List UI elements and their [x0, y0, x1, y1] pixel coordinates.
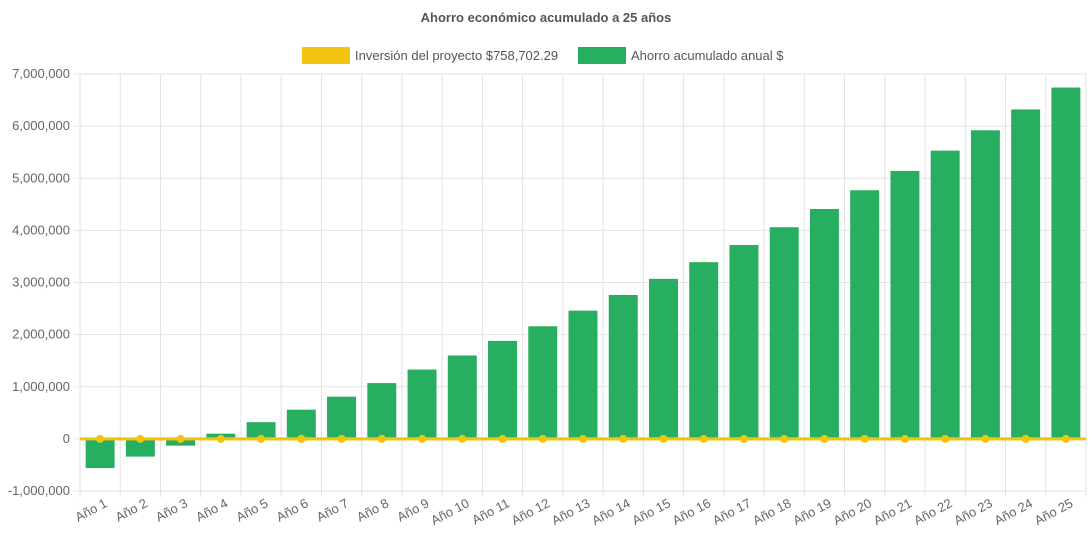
x-tick-label: Año 16 [670, 495, 713, 528]
x-axis: Año 1 Año 2 Año 3 Año 4 Año 5 Año 6 Año 7 Año 8… [72, 491, 1087, 528]
line-point-inversion[interactable] [216, 434, 225, 443]
line-point-inversion[interactable] [941, 434, 950, 443]
bar-ahorro[interactable] [769, 227, 799, 439]
bar-ahorro[interactable] [648, 278, 678, 439]
legend-label-inversion: Inversión del proyecto $758,702.29 [355, 48, 558, 63]
x-tick-label: Año 24 [992, 495, 1035, 528]
bar-ahorro[interactable] [930, 150, 960, 439]
line-point-inversion[interactable] [780, 434, 789, 443]
y-tick-label: -1,000,000 [8, 483, 70, 498]
line-point-inversion[interactable] [699, 434, 708, 443]
x-tick-label: Año 2 [113, 495, 150, 524]
line-point-inversion[interactable] [860, 434, 869, 443]
bar-ahorro[interactable] [970, 130, 1000, 439]
legend-item-inversion[interactable]: Inversión del proyecto $758,702.29 [302, 47, 558, 64]
bars [85, 87, 1081, 469]
line-point-inversion[interactable] [820, 434, 829, 443]
bar-ahorro[interactable] [407, 369, 437, 439]
bar-ahorro[interactable] [125, 438, 155, 457]
line-point-inversion[interactable] [981, 434, 990, 443]
line-series [80, 434, 1086, 443]
bar-ahorro[interactable] [568, 310, 598, 439]
line-point-inversion[interactable] [1021, 434, 1030, 443]
legend-swatch-inversion [302, 47, 350, 64]
bar-ahorro[interactable] [608, 295, 638, 439]
x-tick-label: Año 6 [274, 495, 311, 524]
line-point-inversion[interactable] [579, 434, 587, 443]
y-tick-label: 5,000,000 [12, 170, 70, 185]
line-point-inversion[interactable] [659, 434, 668, 443]
x-tick-label: Año 19 [790, 495, 833, 528]
bar-ahorro[interactable] [1051, 87, 1081, 439]
line-point-inversion[interactable] [498, 434, 507, 443]
x-tick-label: Año 10 [428, 495, 471, 528]
legend-swatch-ahorro [578, 47, 626, 64]
x-tick-label: Año 18 [750, 495, 793, 528]
line-point-inversion[interactable] [136, 434, 145, 443]
y-tick-label: 3,000,000 [12, 275, 70, 290]
line-point-inversion[interactable] [538, 434, 547, 443]
x-tick-label: Año 25 [1032, 495, 1075, 528]
bar-ahorro[interactable] [1011, 109, 1041, 439]
bar-ahorro[interactable] [809, 209, 839, 439]
bar-ahorro[interactable] [327, 396, 357, 439]
bar-ahorro[interactable] [246, 422, 276, 439]
x-tick-label: Año 13 [549, 495, 592, 528]
bar-ahorro[interactable] [367, 383, 397, 439]
y-tick-label: 0 [63, 431, 70, 446]
x-tick-label: Año 11 [469, 495, 512, 527]
x-tick-label: Año 17 [710, 495, 753, 528]
chart-title: Ahorro económico acumulado a 25 años [421, 10, 672, 25]
x-tick-label: Año 1 [72, 495, 109, 524]
x-tick-label: Año 23 [951, 495, 994, 528]
x-tick-label: Año 9 [394, 495, 431, 524]
x-tick-label: Año 14 [589, 495, 632, 528]
line-point-inversion[interactable] [257, 434, 266, 443]
y-tick-label: 6,000,000 [12, 118, 70, 133]
bar-ahorro[interactable] [528, 326, 558, 439]
x-tick-label: Año 22 [911, 495, 954, 528]
line-point-inversion[interactable] [377, 434, 386, 443]
line-point-inversion[interactable] [900, 434, 909, 443]
y-tick-label: 4,000,000 [12, 222, 70, 237]
y-tick-label: 1,000,000 [12, 379, 70, 394]
bar-ahorro[interactable] [890, 170, 920, 439]
line-point-inversion[interactable] [337, 434, 346, 443]
x-tick-label: Año 7 [314, 495, 351, 524]
x-tick-label: Año 8 [354, 495, 391, 524]
line-point-inversion[interactable] [96, 434, 105, 443]
bar-ahorro[interactable] [689, 262, 719, 439]
y-tick-label: 2,000,000 [12, 327, 70, 342]
grid [79, 73, 1087, 492]
bar-ahorro[interactable] [850, 190, 880, 439]
line-point-inversion[interactable] [1061, 434, 1070, 443]
legend: Inversión del proyecto $758,702.29 Ahorr… [302, 47, 784, 64]
line-point-inversion[interactable] [176, 434, 185, 443]
x-tick-label: Año 4 [193, 495, 230, 524]
x-tick-label: Año 21 [871, 495, 914, 528]
line-point-inversion[interactable] [418, 434, 427, 443]
bar-ahorro[interactable] [729, 244, 759, 439]
bar-ahorro[interactable] [85, 438, 115, 469]
line-point-inversion[interactable] [619, 434, 628, 443]
x-tick-label: Año 20 [831, 495, 874, 528]
y-tick-label: 7,000,000 [12, 66, 70, 81]
x-tick-label: Año 12 [509, 495, 552, 528]
x-tick-label: Año 3 [153, 495, 190, 524]
line-point-inversion[interactable] [297, 434, 306, 443]
x-tick-label: Año 15 [629, 495, 672, 528]
line-point-inversion[interactable] [458, 434, 467, 443]
y-axis: 7,000,000 6,000,000 5,000,000 4,000,000 3,00… [8, 66, 80, 498]
legend-item-ahorro[interactable]: Ahorro acumulado anual $ [578, 47, 784, 64]
legend-label-ahorro: Ahorro acumulado anual $ [631, 48, 784, 63]
line-point-inversion[interactable] [739, 434, 748, 443]
bar-ahorro[interactable] [286, 409, 316, 439]
x-tick-label: Año 5 [233, 495, 270, 524]
bar-ahorro[interactable] [447, 355, 477, 439]
bar-ahorro[interactable] [488, 340, 518, 439]
